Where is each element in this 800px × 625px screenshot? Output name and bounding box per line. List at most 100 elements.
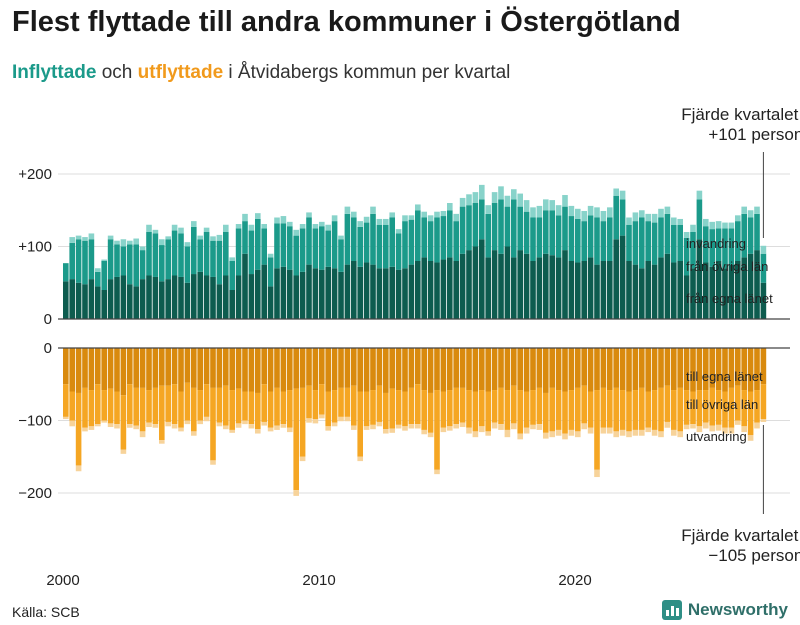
bar-out-other	[671, 390, 677, 430]
bar-out-mig	[747, 435, 754, 441]
bar-out-other	[389, 388, 395, 429]
bar-in-other	[594, 217, 600, 265]
annotation-bottom-line1: Fjärde kvartalet 2022:	[681, 526, 800, 545]
bar-out-own	[171, 348, 178, 385]
bar-in-mig	[197, 235, 203, 240]
bar-out-own	[331, 348, 338, 391]
bar-in-other	[82, 240, 88, 285]
bar-in-own	[344, 264, 351, 319]
bar-out-other	[203, 384, 210, 417]
bar-in-own	[255, 269, 261, 319]
bar-in-mig	[165, 236, 171, 240]
bar-in-own	[632, 264, 639, 319]
bar-in-mig	[664, 206, 671, 214]
bar-out-own	[184, 348, 191, 383]
bar-out-own	[690, 348, 696, 392]
bar-out-other	[223, 385, 229, 426]
bar-in-mig	[383, 218, 389, 225]
bar-out-own	[421, 348, 427, 391]
bar-in-other	[517, 206, 523, 251]
bar-out-other	[453, 387, 459, 425]
bar-out-mig	[715, 424, 722, 431]
bar-in-own	[607, 261, 613, 319]
bar-in-other	[415, 210, 421, 261]
bar-in-other	[235, 228, 242, 276]
bar-in-other	[325, 230, 331, 267]
bar-in-own	[504, 246, 511, 319]
inflow-bars	[63, 184, 767, 319]
bar-out-other	[619, 390, 626, 430]
bar-out-other	[447, 390, 453, 427]
bar-in-own	[223, 275, 229, 319]
bar-out-mig	[325, 426, 331, 431]
subtitle-and-word: och	[96, 62, 138, 83]
bar-in-own	[741, 257, 747, 319]
bar-out-own	[159, 348, 165, 386]
bar-in-own	[203, 275, 210, 319]
bar-in-mig	[517, 193, 523, 207]
bar-in-other	[351, 217, 357, 261]
bar-in-own	[363, 262, 370, 319]
bar-out-mig	[639, 429, 645, 436]
bar-in-mig	[75, 235, 82, 240]
bar-in-other	[267, 257, 274, 287]
bar-out-own	[434, 348, 440, 391]
bar-out-mig	[466, 427, 472, 434]
bar-out-mig	[600, 427, 607, 434]
bar-in-own	[555, 257, 562, 319]
bar-in-other	[530, 217, 536, 261]
bar-out-other	[498, 387, 504, 425]
bar-in-mig	[530, 207, 536, 218]
bar-out-other	[293, 388, 299, 491]
bar-in-own	[619, 235, 626, 319]
bar-in-own	[82, 284, 88, 319]
bar-in-other	[331, 221, 338, 269]
bar-out-own	[402, 348, 408, 392]
bar-out-other	[421, 390, 427, 430]
bar-out-mig	[69, 420, 75, 427]
label-till-ovriga-lan: till övriga län	[686, 397, 758, 412]
bar-out-own	[754, 348, 760, 391]
bar-in-mig	[632, 212, 639, 222]
bar-out-other	[114, 391, 120, 425]
bar-in-own	[491, 250, 498, 319]
bar-out-own	[587, 348, 594, 392]
bar-in-own	[562, 250, 568, 319]
bar-out-own	[248, 348, 255, 392]
bar-out-own	[632, 348, 639, 391]
bar-out-mig	[267, 427, 274, 432]
bar-out-own	[75, 348, 82, 393]
bar-out-other	[491, 390, 498, 423]
bar-out-other	[152, 387, 159, 425]
bar-in-mig	[427, 215, 434, 222]
bar-in-mig	[639, 210, 645, 218]
bar-out-own	[146, 348, 152, 391]
bar-out-other	[741, 390, 747, 427]
bar-in-own	[69, 279, 75, 319]
bar-out-mig	[741, 426, 747, 433]
bar-in-own	[293, 275, 299, 319]
bar-out-other	[331, 390, 338, 423]
bar-out-mig	[651, 429, 658, 436]
bar-in-other	[504, 206, 511, 247]
bar-in-mig	[568, 205, 575, 217]
bar-out-other	[466, 390, 472, 428]
bar-out-own	[517, 348, 523, 391]
bar-out-own	[562, 348, 568, 392]
bar-out-other	[459, 387, 466, 423]
bar-out-own	[511, 348, 517, 386]
bar-in-own	[191, 274, 197, 319]
bar-in-other	[133, 244, 139, 287]
bar-out-mig	[383, 429, 389, 434]
bar-out-mig	[107, 423, 114, 428]
bar-in-other	[645, 221, 651, 261]
bar-in-own	[165, 279, 171, 319]
bar-in-mig	[139, 246, 146, 251]
bar-out-own	[568, 348, 575, 391]
bar-out-other	[607, 390, 613, 428]
bar-out-mig	[376, 421, 383, 427]
bar-in-own	[664, 253, 671, 319]
brand-logo: Newsworthy	[661, 600, 788, 620]
bar-out-other	[658, 387, 664, 432]
bar-in-own	[479, 239, 485, 319]
